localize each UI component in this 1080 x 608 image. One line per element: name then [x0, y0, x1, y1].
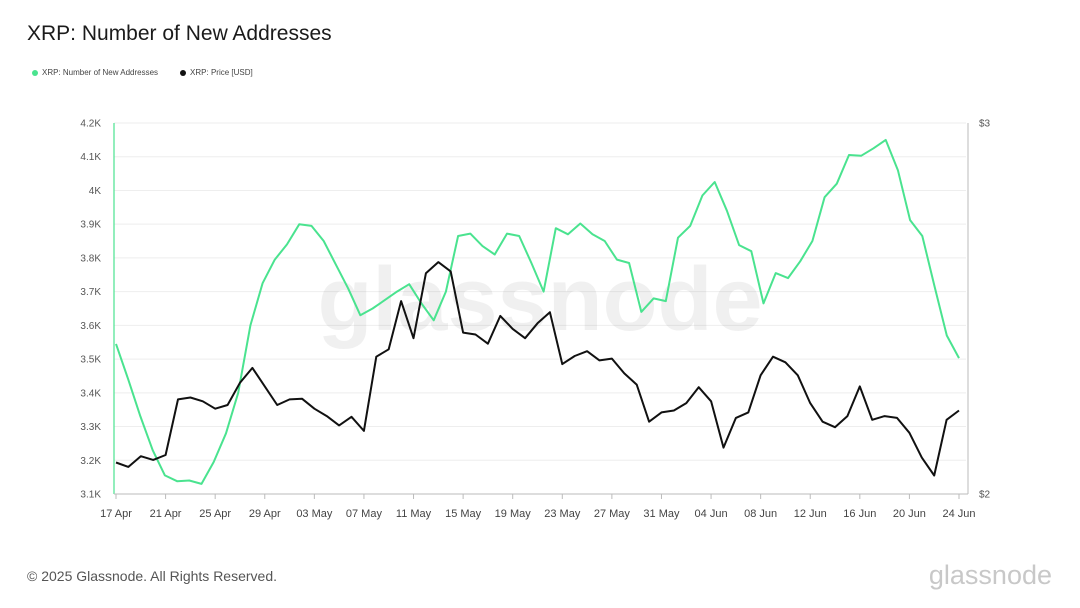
legend-dot-addresses: [32, 69, 38, 76]
x-tick-label: 29 Apr: [249, 508, 281, 520]
x-tick-label: 27 May: [594, 508, 631, 520]
y-left-tick-label: 3.7K: [80, 287, 101, 298]
y-left-tick-label: 3.6K: [80, 321, 101, 332]
y-left-tick-label: 4.2K: [80, 119, 101, 130]
y-left-tick-label: 4.1K: [80, 152, 101, 163]
legend-dot-price: [180, 69, 187, 76]
y-left-tick-label: 4K: [89, 186, 102, 197]
x-tick-label: 20 Jun: [893, 508, 926, 520]
x-tick-label: 17 Apr: [100, 508, 132, 520]
legend-label-addresses: XRP: Number of New Addresses: [42, 68, 159, 77]
x-tick-label: 11 May: [396, 508, 432, 520]
legend: XRP: Number of New Addresses XRP: Price …: [32, 68, 253, 77]
grid-lines: [114, 122, 966, 495]
series-line-price: [115, 261, 960, 477]
legend-item-addresses[interactable]: XRP: Number of New Addresses: [32, 68, 158, 77]
x-tick-label: 12 Jun: [794, 508, 827, 520]
series-line-new-addresses: [115, 138, 960, 485]
y-left-tick-label: 3.5K: [80, 355, 101, 366]
legend-label-price: XRP: Price [USD]: [190, 68, 253, 77]
page-title: XRP: Number of New Addresses: [27, 22, 332, 45]
x-tick-label: 23 May: [544, 508, 581, 520]
x-tick-label: 25 Apr: [199, 508, 231, 520]
x-tick-label: 21 Apr: [150, 508, 182, 520]
x-tick-label: 16 Jun: [843, 508, 876, 520]
x-tick-label: 19 May: [495, 508, 532, 520]
y-right-tick-label: $3: [979, 119, 991, 130]
x-tick-label: 07 May: [346, 508, 383, 520]
y-left-tick-label: 3.8K: [80, 253, 101, 264]
legend-item-price[interactable]: XRP: Price [USD]: [180, 68, 253, 77]
x-tick-label: 08 Jun: [744, 508, 777, 520]
y-left-tick-label: 3.2K: [80, 456, 101, 467]
y-left-tick-label: 3.1K: [80, 490, 101, 501]
x-tick-label: 03 May: [296, 508, 333, 520]
x-tick-label: 04 Jun: [695, 508, 728, 520]
copyright-footer: © 2025 Glassnode. All Rights Reserved.: [27, 568, 278, 584]
brand-logo: glassnode: [928, 560, 1052, 590]
x-tick-label: 31 May: [643, 508, 680, 520]
chart-watermark: glassnode: [317, 250, 762, 350]
series-lines: [115, 138, 960, 485]
y-right-tick-label: $2: [979, 490, 991, 501]
y-left-tick-label: 3.9K: [80, 220, 101, 231]
y-left-tick-label: 3.3K: [80, 422, 101, 433]
x-tick-label: 24 Jun: [942, 508, 975, 520]
axes: 3.1K 3.2K 3.3K 3.4K 3.5K 3.6K 3.7K 3.8K 3.9K 4K 4.…: [80, 119, 990, 521]
x-tick-label: 15 May: [445, 508, 482, 520]
y-left-tick-label: 3.4K: [80, 388, 101, 399]
